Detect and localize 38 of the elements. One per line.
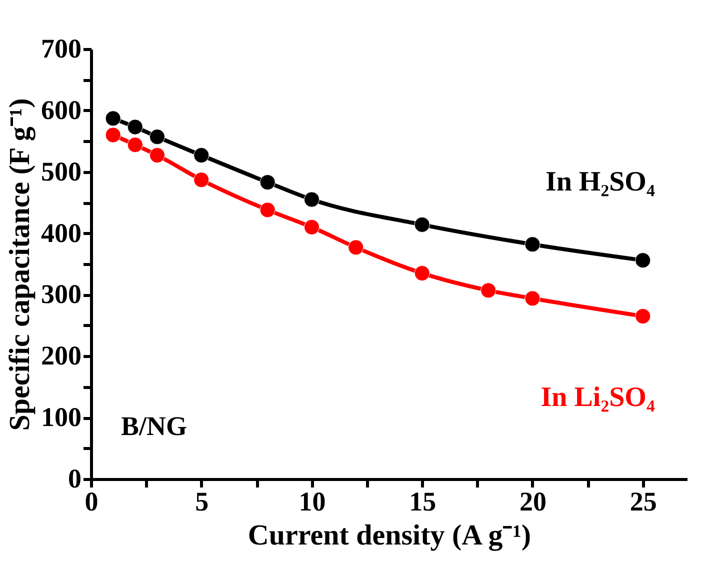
y-tick-label: 300: [41, 279, 82, 310]
x-tick-label: 10: [298, 486, 326, 516]
point: [524, 290, 540, 306]
point: [260, 174, 276, 190]
y-tick-label: 200: [41, 340, 82, 371]
series-label: In H₂SO₄: [545, 166, 656, 198]
y-tick-label: 600: [41, 94, 82, 125]
point: [304, 192, 320, 208]
point: [304, 219, 320, 235]
x-tick-label: 20: [519, 486, 546, 516]
y-tick-label: 400: [41, 218, 82, 248]
point: [127, 137, 143, 153]
point: [414, 216, 430, 233]
x-axis-title: Current density (A g⁻¹): [248, 520, 532, 552]
point: [194, 147, 210, 164]
point: [105, 110, 121, 126]
point: [194, 172, 210, 188]
y-tick-label: 100: [41, 402, 82, 432]
point: [635, 308, 651, 324]
text: In Li₂SO₄: [540, 382, 656, 414]
point: [414, 265, 430, 282]
point: [635, 252, 651, 268]
point: [480, 282, 496, 298]
point: [260, 202, 276, 218]
y-tick-label: 700: [41, 34, 82, 64]
annotation: B/NG: [121, 411, 188, 441]
x-tick-label: 5: [195, 486, 209, 516]
point: [105, 127, 121, 143]
point: [127, 119, 143, 135]
point: [524, 236, 540, 252]
point: [348, 240, 364, 256]
point: [149, 129, 166, 145]
point: [149, 147, 166, 164]
y-tick-label: 0: [68, 464, 82, 494]
y-axis-title: Specific capacitance (F g⁻¹): [4, 98, 36, 431]
x-tick-label: 25: [630, 486, 657, 516]
y-tick-label: 500: [41, 156, 82, 186]
x-tick-label: 15: [409, 486, 436, 516]
